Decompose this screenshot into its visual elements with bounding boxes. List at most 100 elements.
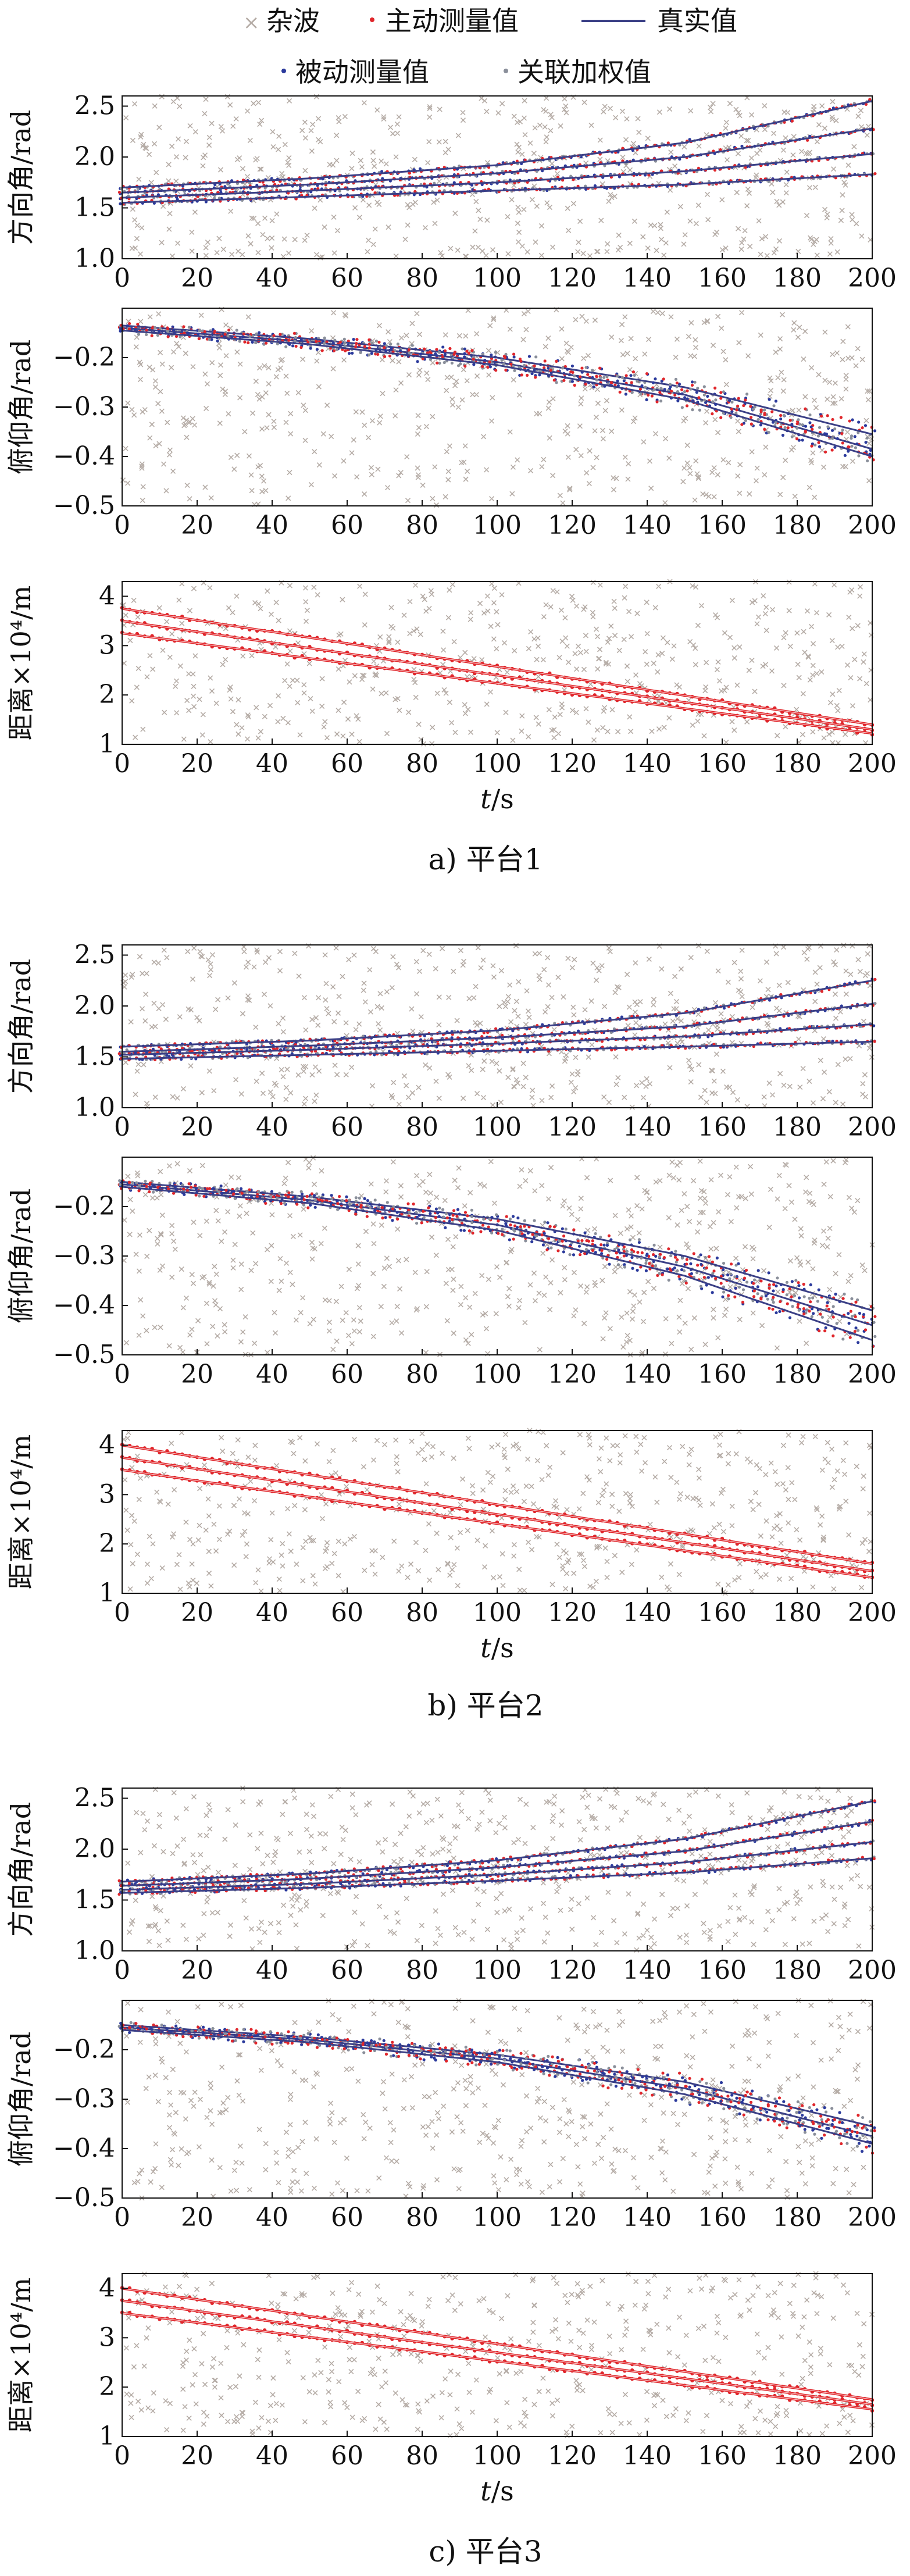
clutter-point bbox=[647, 1081, 653, 1087]
measurement-point bbox=[714, 398, 718, 402]
clutter-point bbox=[433, 966, 438, 972]
clutter-point bbox=[383, 161, 389, 167]
measurement-point bbox=[166, 330, 169, 333]
measurement-point bbox=[817, 441, 820, 444]
clutter-point bbox=[586, 1054, 591, 1060]
clutter-point bbox=[633, 672, 639, 678]
clutter-point bbox=[850, 943, 855, 949]
clutter-point bbox=[711, 494, 717, 499]
clutter-point bbox=[354, 474, 360, 480]
clutter-point bbox=[745, 186, 751, 192]
clutter-point bbox=[505, 214, 511, 220]
measurement-point bbox=[150, 334, 154, 338]
clutter-point bbox=[649, 729, 655, 734]
measurement-point bbox=[287, 338, 291, 342]
x-tick-label: 200 bbox=[848, 263, 897, 293]
clutter-point bbox=[581, 666, 587, 672]
clutter-point bbox=[834, 350, 840, 356]
clutter-point bbox=[536, 721, 541, 727]
measurement-point bbox=[841, 441, 844, 445]
clutter-point bbox=[276, 1021, 281, 1026]
clutter-point bbox=[555, 731, 562, 737]
clutter-point bbox=[696, 143, 702, 149]
clutter-point bbox=[249, 215, 255, 221]
clutter-point bbox=[267, 1003, 273, 1009]
clutter-point bbox=[769, 668, 775, 674]
clutter-point bbox=[456, 333, 462, 338]
measurement-point bbox=[624, 374, 628, 377]
truth-line bbox=[122, 329, 873, 458]
measurement-point bbox=[251, 340, 254, 344]
clutter-point bbox=[738, 310, 745, 316]
measurement-point bbox=[595, 375, 598, 379]
clutter-point bbox=[780, 147, 786, 153]
clutter-point bbox=[430, 495, 436, 501]
measurement-point bbox=[216, 339, 219, 342]
clutter-point bbox=[269, 245, 274, 251]
clutter-point bbox=[696, 1062, 702, 1068]
measurement-point bbox=[294, 336, 297, 340]
measurement-point bbox=[320, 349, 324, 352]
clutter-point bbox=[409, 1090, 415, 1096]
clutter-point bbox=[395, 130, 401, 136]
measurement-point bbox=[655, 400, 659, 404]
clutter-point bbox=[223, 657, 229, 662]
clutter-point bbox=[680, 479, 686, 484]
measurement-point bbox=[126, 324, 129, 327]
clutter-point bbox=[548, 128, 554, 134]
clutter-point bbox=[256, 601, 262, 607]
clutter-point bbox=[436, 179, 442, 184]
clutter-point bbox=[527, 140, 533, 146]
clutter-point bbox=[521, 115, 527, 121]
clutter-point bbox=[270, 129, 276, 135]
clutter-point bbox=[209, 952, 216, 958]
clutter-point bbox=[554, 589, 560, 595]
clutter-point bbox=[191, 586, 197, 591]
clutter-point bbox=[370, 149, 376, 155]
measurement-point bbox=[408, 351, 411, 355]
clutter-point bbox=[284, 390, 290, 396]
measurement-point bbox=[388, 354, 392, 358]
measurement-point bbox=[675, 381, 679, 385]
clutter-point bbox=[532, 125, 538, 131]
clutter-point bbox=[249, 488, 255, 494]
measurement-point bbox=[428, 350, 432, 354]
clutter-point bbox=[341, 357, 347, 363]
clutter-point bbox=[356, 215, 363, 220]
clutter-point bbox=[574, 666, 580, 672]
clutter-point bbox=[624, 663, 630, 669]
clutter-point bbox=[559, 638, 565, 644]
clutter-point bbox=[173, 678, 180, 684]
clutter-point bbox=[208, 675, 213, 681]
measurement-point bbox=[779, 413, 783, 418]
clutter-point bbox=[251, 216, 257, 222]
clutter-point bbox=[136, 176, 142, 182]
clutter-point bbox=[302, 119, 308, 125]
clutter-point bbox=[627, 714, 633, 720]
clutter-point bbox=[413, 694, 419, 700]
clutter-point bbox=[659, 311, 665, 316]
clutter-point bbox=[519, 713, 525, 719]
measurement-point bbox=[782, 413, 786, 418]
clutter-point bbox=[812, 397, 818, 403]
clutter-point bbox=[620, 154, 626, 160]
clutter-point bbox=[734, 190, 740, 195]
clutter-point bbox=[255, 220, 261, 226]
clutter-point bbox=[849, 355, 855, 361]
clutter-point bbox=[664, 209, 670, 215]
clutter-point bbox=[738, 133, 744, 139]
clutter-point bbox=[359, 409, 365, 415]
measurement-point bbox=[338, 340, 342, 344]
measurement-point bbox=[586, 373, 590, 376]
clutter-point bbox=[404, 333, 409, 338]
measurement-point bbox=[561, 366, 565, 370]
clutter-point bbox=[725, 979, 731, 985]
legend-item-truth: 真实值 bbox=[581, 5, 737, 37]
clutter-point bbox=[266, 412, 272, 418]
clutter-point bbox=[336, 1010, 341, 1016]
clutter-point bbox=[209, 688, 215, 694]
clutter-point bbox=[269, 235, 275, 241]
clutter-point bbox=[658, 222, 663, 227]
clutter-point bbox=[185, 671, 192, 677]
measurement-point bbox=[354, 345, 358, 348]
